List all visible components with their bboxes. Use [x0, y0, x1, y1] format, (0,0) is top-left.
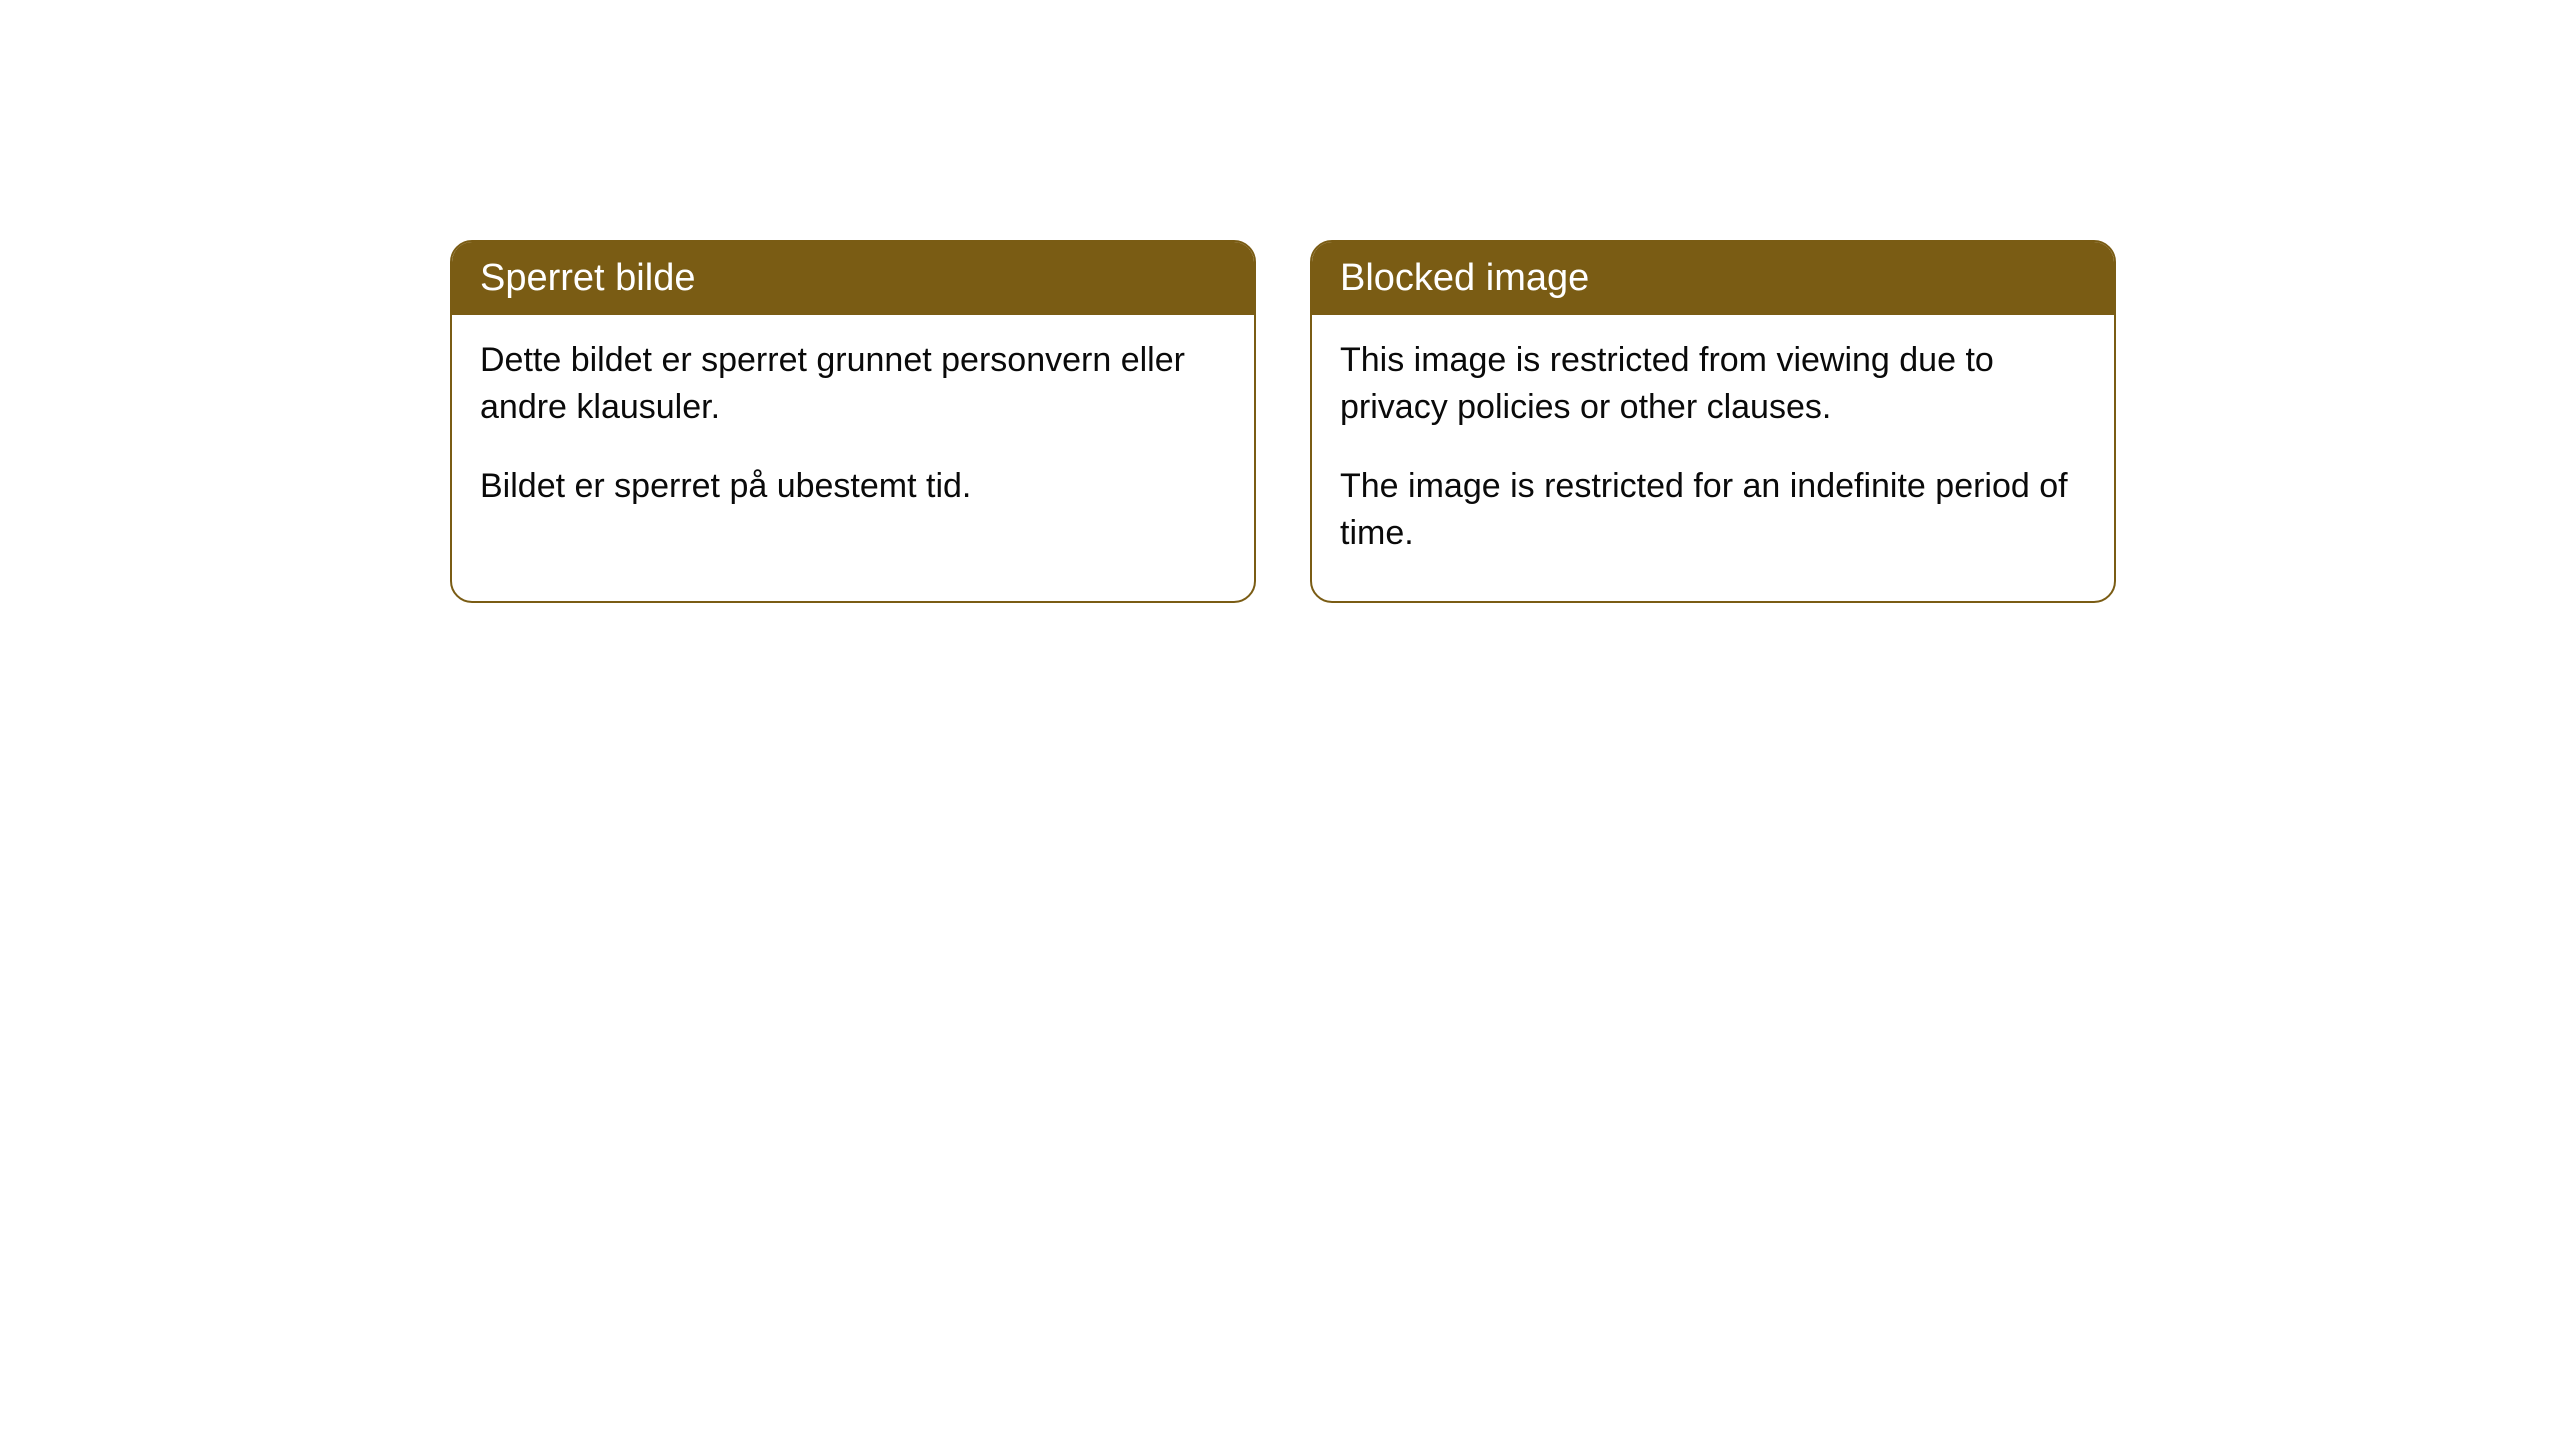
notice-body: This image is restricted from viewing du…	[1312, 315, 2114, 601]
notice-paragraph-1: This image is restricted from viewing du…	[1340, 337, 2086, 431]
notice-container: Sperret bilde Dette bildet er sperret gr…	[450, 240, 2116, 603]
notice-body: Dette bildet er sperret grunnet personve…	[452, 315, 1254, 554]
notice-paragraph-2: Bildet er sperret på ubestemt tid.	[480, 463, 1226, 510]
notice-title: Sperret bilde	[480, 257, 695, 299]
notice-card-norwegian: Sperret bilde Dette bildet er sperret gr…	[450, 240, 1256, 603]
notice-card-english: Blocked image This image is restricted f…	[1310, 240, 2116, 603]
notice-paragraph-1: Dette bildet er sperret grunnet personve…	[480, 337, 1226, 431]
notice-title: Blocked image	[1340, 257, 1589, 299]
notice-header: Sperret bilde	[452, 242, 1254, 315]
notice-header: Blocked image	[1312, 242, 2114, 315]
notice-paragraph-2: The image is restricted for an indefinit…	[1340, 463, 2086, 557]
